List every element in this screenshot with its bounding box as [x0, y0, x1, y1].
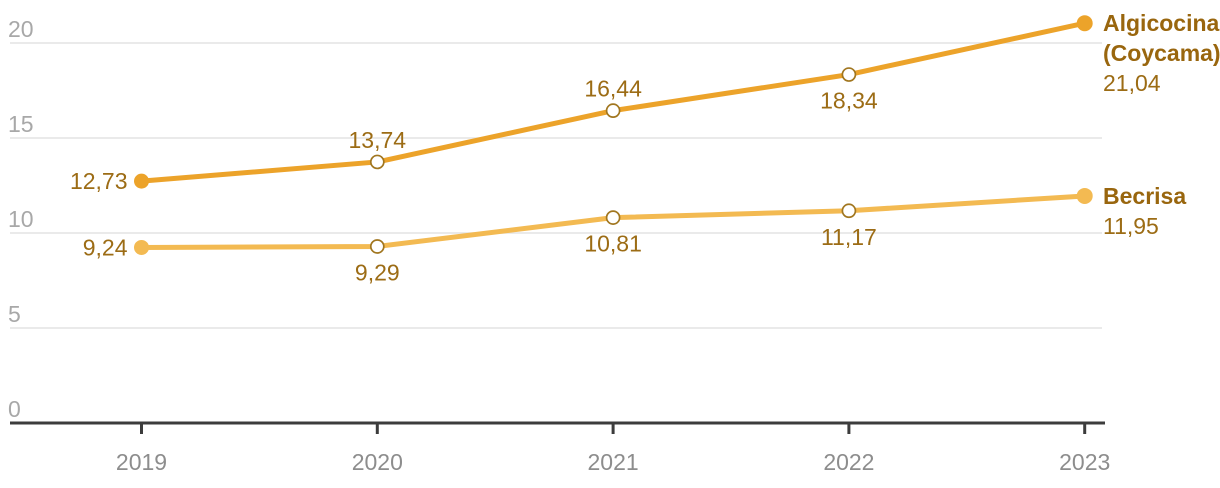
data-label-becrisa-2022: 11,17: [821, 224, 877, 250]
series-line-algicocina-coycama: [139, 20, 1088, 184]
data-point-algicocina-coycama-2020: [369, 154, 385, 170]
x-tick-label-2021: 2021: [588, 449, 639, 475]
data-label-algicocina-coycama-2019: 12,73: [70, 168, 128, 194]
y-tick-label-0: 0: [8, 396, 21, 422]
data-point-algicocina-coycama-2019: [134, 173, 149, 189]
data-label-algicocina-coycama-2020: 13,74: [349, 127, 407, 153]
data-point-becrisa-2023: [1076, 187, 1093, 204]
series-label-algicocina-coycama-line1: Algicocina: [1103, 10, 1220, 36]
x-tick-label-2022: 2022: [823, 449, 874, 475]
data-label-becrisa-2019: 9,24: [83, 234, 128, 260]
data-point-becrisa-2022: [841, 203, 857, 219]
x-tick-label-2023: 2023: [1059, 449, 1110, 475]
y-tick-label-10: 10: [8, 206, 34, 232]
x-tick-label-2019: 2019: [116, 449, 167, 475]
x-tick-label-2020: 2020: [352, 449, 403, 475]
series-label-becrisa: Becrisa: [1103, 183, 1186, 209]
data-point-becrisa-2020: [369, 239, 385, 254]
data-label-becrisa-2020: 9,29: [355, 259, 400, 285]
data-label-becrisa-2021: 10,81: [584, 231, 642, 257]
data-point-algicocina-coycama-2022: [841, 67, 857, 82]
series-end-value-becrisa: 11,95: [1103, 213, 1159, 239]
data-point-algicocina-coycama-2021: [605, 103, 621, 118]
data-point-algicocina-coycama-2023: [1076, 15, 1093, 32]
data-point-becrisa-2021: [605, 210, 621, 225]
y-tick-label-20: 20: [8, 16, 34, 42]
y-tick-label-5: 5: [8, 301, 21, 327]
data-label-algicocina-coycama-2022: 18,34: [820, 88, 878, 114]
y-tick-label-15: 15: [8, 111, 34, 137]
series-end-value-algicocina-coycama: 21,04: [1103, 70, 1161, 96]
series-label-algicocina-coycama-line2: (Coycama): [1103, 40, 1220, 66]
data-label-algicocina-coycama-2021: 16,44: [584, 76, 642, 102]
data-point-becrisa-2019: [134, 239, 149, 255]
